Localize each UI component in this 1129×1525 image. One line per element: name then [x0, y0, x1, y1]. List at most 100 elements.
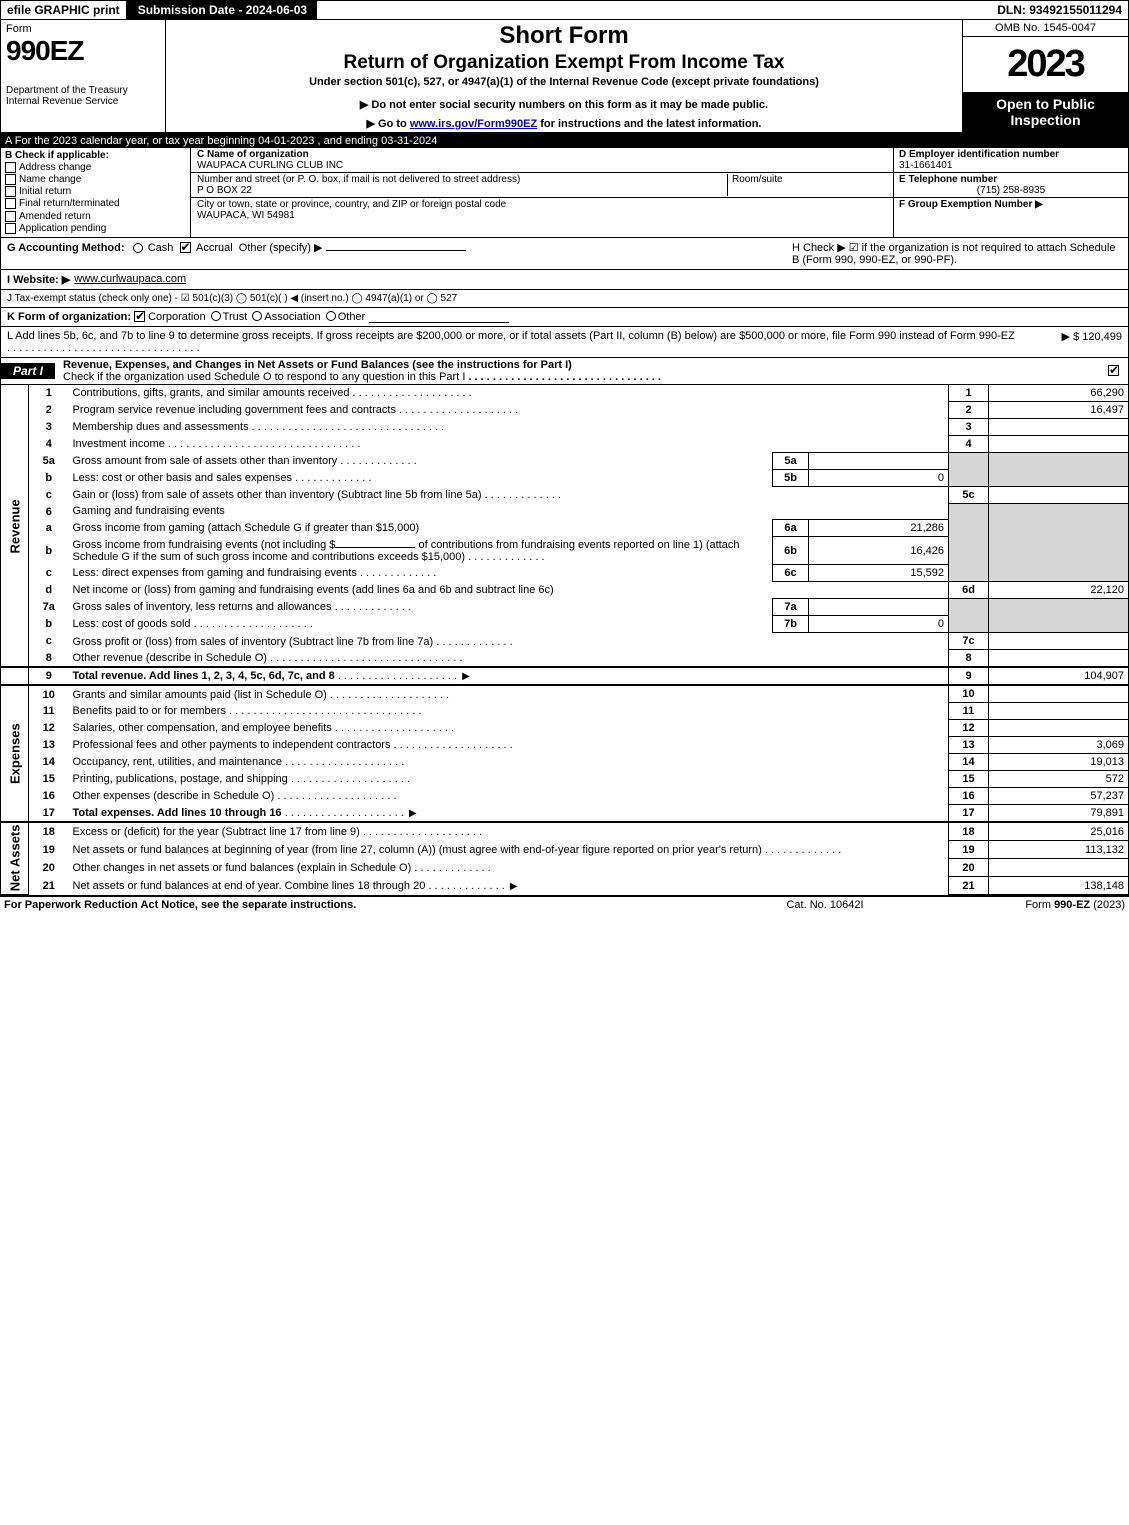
section-e: E Telephone number (715) 258-8935	[894, 173, 1128, 198]
check-initial-return[interactable]: Initial return	[5, 186, 186, 197]
section-b: B Check if applicable: Address change Na…	[1, 148, 191, 237]
footer-catalog: Cat. No. 10642I	[725, 899, 925, 911]
efile-label[interactable]: efile GRAPHIC print	[1, 1, 128, 19]
part-1-checkbox-cell	[1102, 364, 1128, 378]
line-16: 16 Other expenses (describe in Schedule …	[1, 788, 1129, 805]
fundraising-contrib-input[interactable]	[335, 547, 415, 548]
line-8: 8 Other revenue (describe in Schedule O)…	[1, 650, 1129, 668]
dots-icon	[468, 371, 661, 383]
inspection-badge: Open to Public Inspection	[963, 92, 1128, 132]
check-name-change[interactable]: Name change	[5, 174, 186, 185]
part-1-table: Revenue 1 Contributions, gifts, grants, …	[0, 385, 1129, 895]
check-application-pending[interactable]: Application pending	[5, 223, 186, 234]
goto-prefix: ▶ Go to	[367, 118, 410, 130]
section-l-text: L Add lines 5b, 6c, and 7b to line 9 to …	[7, 330, 1015, 342]
line-7c: c Gross profit or (loss) from sales of i…	[1, 633, 1129, 650]
shaded-cell	[989, 503, 1129, 582]
ein-value: 31-1661401	[899, 160, 1123, 171]
line-9: 9 Total revenue. Add lines 1, 2, 3, 4, 5…	[1, 667, 1129, 685]
k-other-input[interactable]	[369, 311, 509, 323]
section-h: H Check ▶ ☑ if the organization is not r…	[792, 241, 1122, 266]
radio-association[interactable]	[252, 311, 262, 321]
goto-link[interactable]: www.irs.gov/Form990EZ	[410, 118, 537, 130]
city-value: WAUPACA, WI 54981	[197, 210, 506, 221]
header-center: Short Form Return of Organization Exempt…	[166, 20, 963, 132]
arrow-icon	[460, 670, 472, 682]
part-1-header: Part I Revenue, Expenses, and Changes in…	[0, 358, 1129, 385]
address-row: Number and street (or P. O. box, if mail…	[191, 173, 893, 198]
line-20: 20 Other changes in net assets or fund b…	[1, 859, 1129, 877]
group-exemption-label: F Group Exemption Number ▶	[899, 199, 1123, 210]
line-17: 17 Total expenses. Add lines 10 through …	[1, 805, 1129, 823]
line-4: 4 Investment income 4	[1, 435, 1129, 452]
department-label: Department of the Treasury Internal Reve…	[6, 85, 160, 107]
header-right: OMB No. 1545-0047 2023 Open to Public In…	[963, 20, 1128, 132]
org-name-value: WAUPACA CURLING CLUB INC	[197, 160, 343, 171]
section-l-amount: ▶ $ 120,499	[1054, 330, 1122, 354]
line-15: 15 Printing, publications, postage, and …	[1, 771, 1129, 788]
line-10: Expenses 10 Grants and similar amounts p…	[1, 685, 1129, 703]
radio-trust[interactable]	[211, 311, 221, 321]
header-left: Form 990EZ Department of the Treasury In…	[1, 20, 166, 132]
check-address-change[interactable]: Address change	[5, 162, 186, 173]
dots-icon	[7, 342, 200, 354]
section-d: D Employer identification number 31-1661…	[894, 148, 1128, 173]
g-label: G Accounting Method:	[7, 242, 125, 254]
section-j: J Tax-exempt status (check only one) - ☑…	[0, 290, 1129, 308]
form-word: Form	[6, 23, 160, 35]
line-5a: 5a Gross amount from sale of assets othe…	[1, 452, 1129, 469]
check-accrual[interactable]	[180, 242, 191, 253]
part-1-badge: Part I	[1, 363, 55, 379]
radio-cash[interactable]	[133, 243, 143, 253]
address-label: Number and street (or P. O. box, if mail…	[197, 174, 727, 185]
sections-d-e-f: D Employer identification number 31-1661…	[893, 148, 1128, 237]
subtitle: Under section 501(c), 527, or 4947(a)(1)…	[172, 76, 956, 88]
check-corporation[interactable]	[134, 311, 145, 322]
section-l: L Add lines 5b, 6c, and 7b to line 9 to …	[0, 327, 1129, 358]
line-18: Net Assets 18 Excess or (deficit) for th…	[1, 822, 1129, 840]
shaded-cell	[989, 452, 1129, 486]
section-i: I Website: ▶ www.curlwaupaca.com	[0, 270, 1129, 290]
check-amended-return[interactable]: Amended return	[5, 211, 186, 222]
check-final-return[interactable]: Final return/terminated	[5, 198, 186, 209]
sections-g-h: G Accounting Method: Cash Accrual Other …	[0, 238, 1129, 270]
g-other-input[interactable]	[326, 250, 466, 251]
ssn-warning: ▶ Do not enter social security numbers o…	[172, 98, 956, 111]
goto-line: ▶ Go to www.irs.gov/Form990EZ for instru…	[172, 117, 956, 130]
shaded-cell	[949, 452, 989, 486]
side-label-net-assets: Net Assets	[1, 822, 29, 894]
line-21: 21 Net assets or fund balances at end of…	[1, 877, 1129, 895]
top-bar: efile GRAPHIC print Submission Date - 20…	[0, 0, 1129, 20]
section-k: K Form of organization: Corporation Trus…	[0, 308, 1129, 327]
section-a: A For the 2023 calendar year, or tax yea…	[0, 134, 1129, 148]
line-6: 6 Gaming and fundraising events	[1, 503, 1129, 520]
footer-right: Form 990-EZ (2023)	[925, 899, 1125, 911]
org-name-row: C Name of organization WAUPACA CURLING C…	[191, 148, 893, 173]
side-label-expenses: Expenses	[1, 685, 29, 822]
line-14: 14 Occupancy, rent, utilities, and maint…	[1, 754, 1129, 771]
footer-left: For Paperwork Reduction Act Notice, see …	[4, 899, 725, 911]
section-j-text: J Tax-exempt status (check only one) - ☑…	[7, 293, 457, 304]
org-name-label: C Name of organization	[197, 149, 343, 160]
phone-value: (715) 258-8935	[899, 185, 1123, 196]
line-13: 13 Professional fees and other payments …	[1, 737, 1129, 754]
page-footer: For Paperwork Reduction Act Notice, see …	[0, 895, 1129, 913]
line-19: 19 Net assets or fund balances at beginn…	[1, 841, 1129, 859]
line-7a: 7a Gross sales of inventory, less return…	[1, 599, 1129, 616]
k-label: K Form of organization:	[7, 311, 131, 323]
dln-label: DLN: 93492155011294	[991, 1, 1128, 19]
section-b-header: B Check if applicable:	[5, 150, 186, 161]
spacer	[317, 1, 991, 19]
website-label: I Website: ▶	[7, 273, 70, 286]
form-number: 990EZ	[6, 35, 160, 67]
room-suite-label: Room/suite	[727, 174, 887, 196]
title-short-form: Short Form	[172, 22, 956, 50]
phone-label: E Telephone number	[899, 174, 1123, 185]
title-return: Return of Organization Exempt From Incom…	[172, 52, 956, 74]
website-value[interactable]: www.curlwaupaca.com	[74, 273, 186, 286]
tax-year: 2023	[963, 37, 1128, 92]
section-g: G Accounting Method: Cash Accrual Other …	[7, 241, 792, 266]
part-1-checkbox[interactable]	[1108, 365, 1119, 376]
line-12: 12 Salaries, other compensation, and emp…	[1, 720, 1129, 737]
radio-other[interactable]	[326, 311, 336, 321]
